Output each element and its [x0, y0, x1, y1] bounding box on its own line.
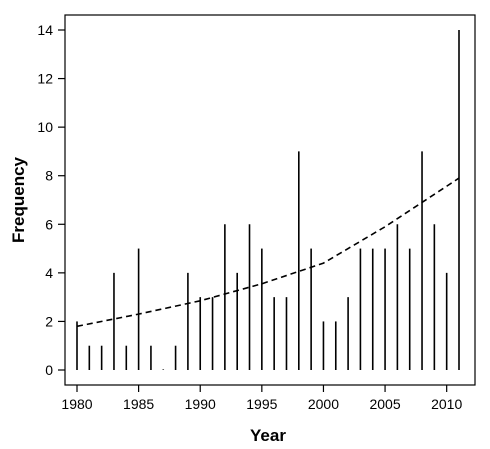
- y-tick-label-4: 4: [45, 265, 53, 281]
- y-tick-label-0: 0: [45, 362, 53, 378]
- trend-line: [76, 177, 460, 328]
- bars-layer: [76, 30, 460, 370]
- x-tick-label-1995: 1995: [246, 396, 277, 412]
- y-axis-title: Frequency: [9, 156, 28, 243]
- y-tick-label-8: 8: [45, 168, 53, 184]
- plot-frame: [64, 14, 476, 386]
- y-tick-label-2: 2: [45, 313, 53, 329]
- x-ticks-layer: 1980 1985 1990 1995 2000 2005 2010: [61, 385, 462, 412]
- x-tick-label-1990: 1990: [185, 396, 216, 412]
- y-tick-label-10: 10: [37, 119, 53, 135]
- y-tick-label-6: 6: [45, 216, 53, 232]
- x-tick-label-2010: 2010: [431, 396, 462, 412]
- x-axis-title: Year: [250, 426, 286, 445]
- y-tick-label-12: 12: [37, 71, 53, 87]
- x-tick-label-2005: 2005: [369, 396, 400, 412]
- x-tick-label-1985: 1985: [123, 396, 154, 412]
- x-tick-label-2000: 2000: [308, 396, 339, 412]
- y-ticks-layer: 0 2 4 6 8 10 12 14: [37, 22, 65, 378]
- x-tick-label-1980: 1980: [61, 396, 92, 412]
- trend-layer: [76, 177, 460, 328]
- y-tick-label-14: 14: [37, 22, 53, 38]
